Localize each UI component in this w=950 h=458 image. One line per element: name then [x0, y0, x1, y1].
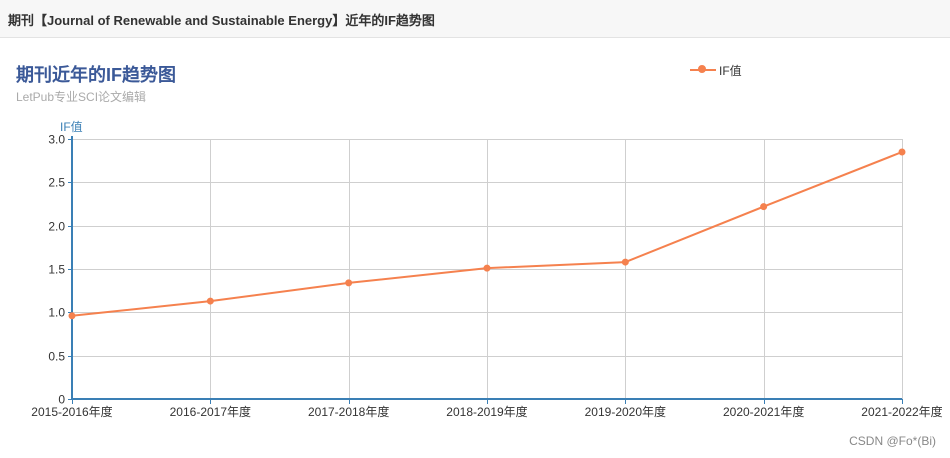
y-tick-label: 1.5 [48, 263, 65, 277]
chart-subtitle: LetPub专业SCI论文编辑 [16, 90, 147, 104]
x-tick-label: 2020-2021年度 [723, 404, 804, 419]
x-tick-label: 2019-2020年度 [585, 404, 666, 419]
x-tick-label: 2015-2016年度 [31, 404, 112, 419]
data-point [345, 279, 353, 287]
x-tick-label: 2016-2017年度 [170, 404, 251, 419]
chart-legend[interactable]: IF值 [690, 62, 742, 78]
y-tick-label: 2.0 [48, 220, 65, 234]
data-point [898, 148, 906, 156]
chart-title: 期刊近年的IF趋势图 [16, 65, 176, 85]
data-point [68, 312, 76, 320]
data-point [483, 264, 491, 272]
x-tick-label: 2021-2022年度 [861, 404, 942, 419]
x-tick-label: 2018-2019年度 [446, 404, 527, 419]
page-header-title: 期刊【Journal of Renewable and Sustainable … [8, 13, 435, 28]
y-tick-label: 3.0 [48, 133, 65, 147]
data-point [621, 258, 629, 266]
watermark: CSDN @Fo*(Bi) [849, 434, 936, 448]
y-tick-label: 0.5 [48, 350, 65, 364]
legend-label: IF值 [719, 63, 742, 78]
y-tick-label: 1.0 [48, 306, 65, 320]
page-header: 期刊【Journal of Renewable and Sustainable … [0, 0, 950, 38]
x-tick-label: 2017-2018年度 [308, 404, 389, 419]
data-point [206, 297, 214, 305]
y-tick-label: 0 [58, 393, 65, 407]
legend-line-marker-icon [690, 63, 716, 77]
y-tick-label: 2.5 [48, 176, 65, 190]
data-point [760, 203, 768, 211]
y-axis-label: IF值 [60, 119, 83, 134]
